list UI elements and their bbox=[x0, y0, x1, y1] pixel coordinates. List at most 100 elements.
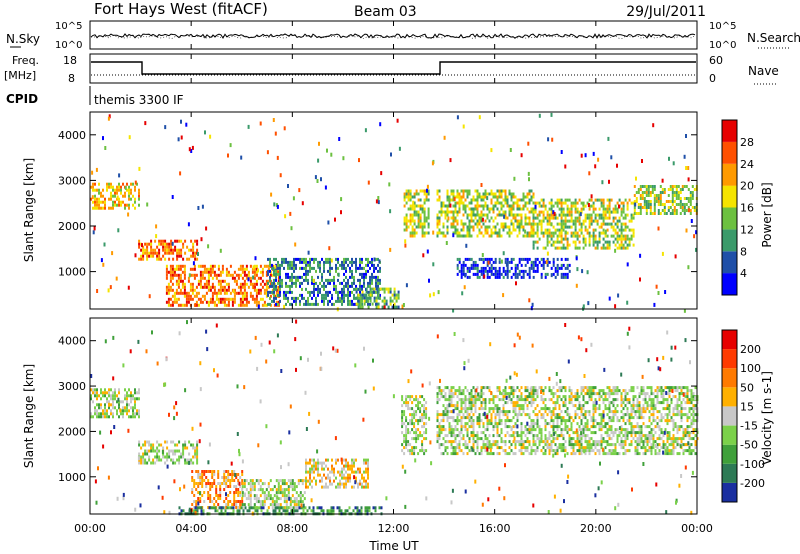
data-cell bbox=[322, 509, 325, 513]
data-cell bbox=[667, 200, 670, 203]
data-cell bbox=[299, 293, 301, 297]
data-cell bbox=[452, 428, 455, 432]
data-cell bbox=[478, 395, 481, 399]
data-cell bbox=[277, 272, 279, 276]
colorbar-tick-label: 20 bbox=[740, 180, 754, 193]
data-cell bbox=[481, 253, 484, 257]
data-cell bbox=[478, 269, 481, 273]
data-cell bbox=[295, 266, 297, 270]
data-cell bbox=[357, 470, 359, 474]
data-cell bbox=[337, 482, 339, 486]
data-cell bbox=[417, 216, 420, 220]
data-cell bbox=[267, 281, 269, 285]
data-cell bbox=[138, 166, 141, 171]
data-cell bbox=[456, 195, 459, 199]
data-cell bbox=[506, 225, 509, 229]
data-cell bbox=[626, 225, 629, 229]
data-cell bbox=[552, 410, 555, 414]
data-cell bbox=[124, 194, 126, 198]
data-cell bbox=[174, 461, 177, 465]
data-cell bbox=[154, 455, 157, 459]
data-cell bbox=[552, 257, 555, 261]
data-cell bbox=[546, 257, 549, 261]
data-cell bbox=[114, 191, 116, 195]
data-cell bbox=[255, 291, 258, 295]
data-cell bbox=[556, 449, 559, 453]
data-cell bbox=[104, 146, 107, 150]
data-cell bbox=[558, 434, 561, 438]
data-cell bbox=[311, 464, 313, 468]
data-cell bbox=[486, 386, 489, 390]
data-cell bbox=[176, 239, 179, 243]
data-cell bbox=[305, 302, 307, 306]
data-cell bbox=[536, 231, 539, 235]
data-cell bbox=[132, 412, 134, 416]
data-cell bbox=[570, 425, 573, 429]
data-cell bbox=[570, 213, 573, 217]
data-cell bbox=[223, 303, 226, 307]
data-cell bbox=[616, 201, 619, 205]
data-cell bbox=[287, 290, 289, 294]
data-cell bbox=[411, 452, 414, 456]
data-cell bbox=[104, 415, 106, 419]
data-cell bbox=[482, 204, 485, 208]
data-cell bbox=[405, 434, 408, 438]
data-cell bbox=[169, 297, 172, 301]
data-cell bbox=[500, 225, 503, 229]
data-cell bbox=[520, 198, 523, 202]
data-cell bbox=[570, 416, 573, 420]
data-cell bbox=[532, 392, 535, 396]
data-cell bbox=[547, 137, 550, 142]
data-cell bbox=[289, 263, 291, 267]
data-cell bbox=[530, 431, 533, 435]
data-cell bbox=[478, 257, 481, 261]
data-cell bbox=[398, 146, 401, 151]
data-cell bbox=[321, 461, 323, 465]
data-cell bbox=[582, 222, 585, 226]
data-cell bbox=[480, 404, 483, 408]
data-cell bbox=[556, 446, 559, 450]
data-cell bbox=[566, 410, 569, 414]
data-cell bbox=[466, 413, 469, 417]
data-cell bbox=[550, 413, 553, 417]
data-cell bbox=[279, 173, 282, 178]
data-cell bbox=[528, 443, 531, 447]
data-cell bbox=[138, 188, 140, 192]
data-cell bbox=[460, 269, 463, 273]
data-cell bbox=[227, 297, 230, 301]
data-cell bbox=[562, 443, 565, 447]
data-cell bbox=[415, 437, 418, 441]
data-cell bbox=[347, 281, 349, 285]
data-cell bbox=[152, 251, 155, 255]
data-cell bbox=[604, 210, 607, 214]
data-cell bbox=[669, 206, 672, 209]
data-cell bbox=[550, 198, 553, 202]
data-cell bbox=[447, 216, 450, 221]
data-cell bbox=[532, 216, 535, 220]
data-cell bbox=[506, 272, 509, 276]
data-cell bbox=[176, 443, 179, 447]
data-cell bbox=[683, 185, 686, 188]
data-cell bbox=[425, 195, 428, 199]
data-cell bbox=[156, 440, 159, 444]
data-cell bbox=[409, 222, 412, 226]
data-cell bbox=[120, 412, 122, 416]
data-cell bbox=[534, 434, 537, 438]
data-cell bbox=[502, 407, 505, 411]
data-cell bbox=[98, 412, 100, 416]
data-cell bbox=[226, 506, 229, 510]
data-cell bbox=[514, 422, 517, 426]
data-cell bbox=[249, 294, 252, 298]
data-cell bbox=[464, 273, 467, 278]
data-cell bbox=[588, 240, 591, 244]
data-cell bbox=[227, 288, 230, 292]
data-cell bbox=[355, 257, 357, 261]
data-cell bbox=[478, 452, 481, 456]
data-cell bbox=[247, 503, 250, 507]
data-cell bbox=[472, 395, 475, 399]
data-cell bbox=[470, 225, 473, 229]
data-cell bbox=[562, 213, 565, 217]
data-cell bbox=[239, 291, 242, 295]
data-cell bbox=[245, 497, 248, 501]
data-cell bbox=[257, 500, 260, 504]
